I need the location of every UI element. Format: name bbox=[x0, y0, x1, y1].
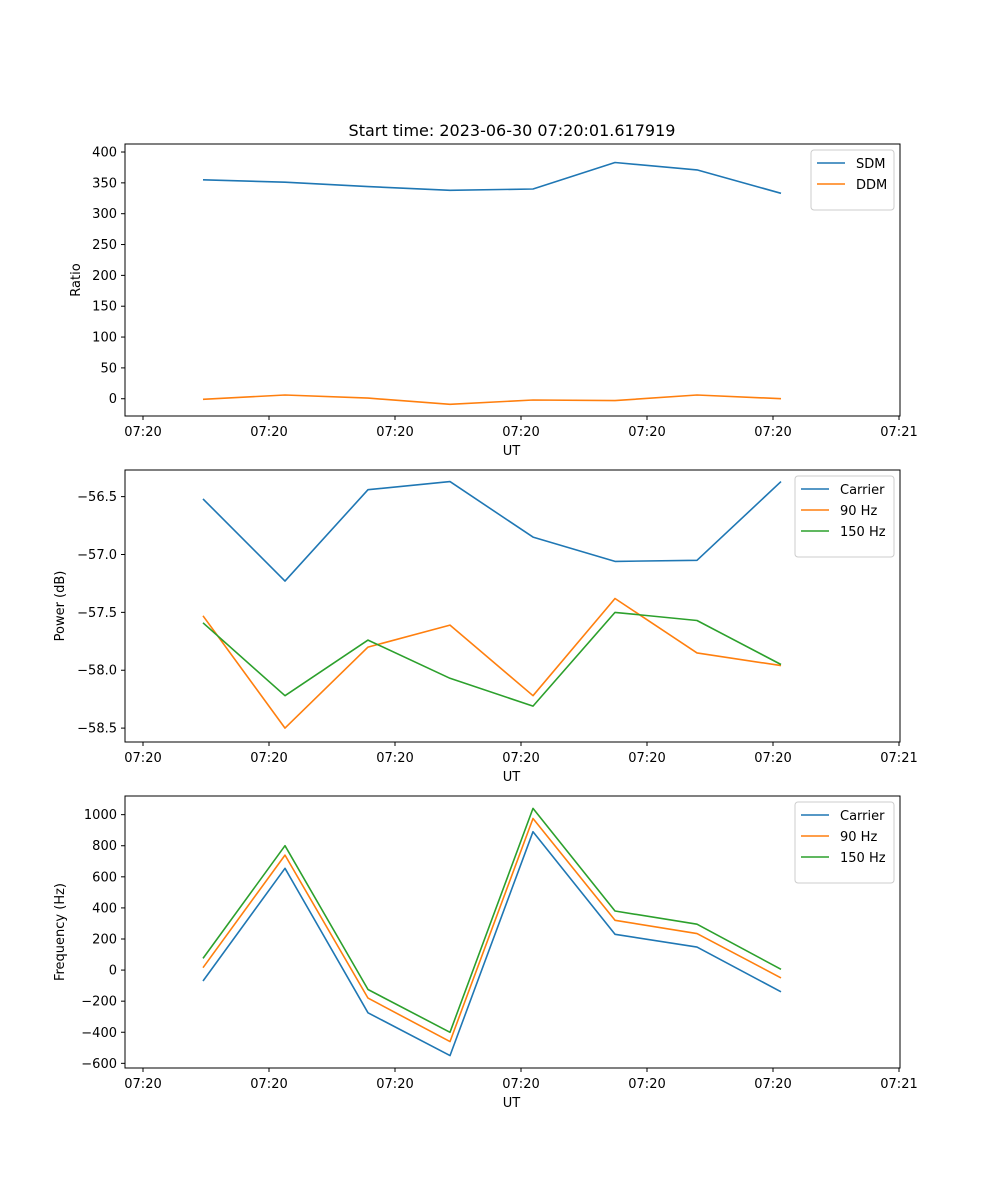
legend-box bbox=[810, 149, 895, 211]
legend-label: 90 Hz bbox=[840, 830, 877, 845]
x-tick-label: 07:20 bbox=[376, 1077, 413, 1092]
figure-title: Start time: 2023-06-30 07:20:01.617919 bbox=[349, 121, 676, 140]
legend: SDM DDM bbox=[810, 149, 895, 211]
legend: Carrier 90 Hz 150 Hz bbox=[794, 475, 895, 558]
series-line-150-hz bbox=[202, 611, 782, 707]
y-tick-label: 0 bbox=[109, 392, 117, 407]
subplot-2: −58.5 −58.0 −57.5 −57.0 −56.5 07:20 07:20 07:20… bbox=[53, 469, 918, 785]
x-tick-label: 07:20 bbox=[250, 751, 287, 766]
y-tick-label: 100 bbox=[92, 331, 117, 346]
x-tick-label: 07:20 bbox=[754, 425, 791, 440]
x-axis-label: UT bbox=[503, 770, 521, 785]
y-tick-label: 150 bbox=[92, 300, 117, 315]
x-axis-label: UT bbox=[503, 1096, 521, 1111]
x-tick-label: 07:21 bbox=[880, 751, 917, 766]
x-tick-label: 07:20 bbox=[376, 425, 413, 440]
y-tick-label: −57.5 bbox=[77, 606, 117, 621]
x-tick-label: 07:20 bbox=[124, 1077, 161, 1092]
x-tick-label: 07:20 bbox=[628, 1077, 665, 1092]
x-tick-label: 07:20 bbox=[628, 425, 665, 440]
x-tick-label: 07:20 bbox=[628, 751, 665, 766]
axes-frame bbox=[124, 143, 901, 417]
y-tick-label: 0 bbox=[109, 964, 117, 979]
y-tick-label: 50 bbox=[100, 361, 117, 376]
y-tick-label: −57.0 bbox=[77, 548, 117, 563]
y-axis-label: Power (dB) bbox=[53, 571, 68, 642]
legend-label: 150 Hz bbox=[840, 525, 886, 540]
y-tick-label: 400 bbox=[92, 146, 117, 161]
y-tick-label: 400 bbox=[92, 901, 117, 916]
y-tick-label: 200 bbox=[92, 269, 117, 284]
legend-label: DDM bbox=[856, 178, 887, 193]
series-line-150-hz bbox=[202, 807, 782, 1034]
legend-box bbox=[794, 801, 895, 884]
y-axis-label: Frequency (Hz) bbox=[53, 883, 68, 981]
y-tick-label: 250 bbox=[92, 238, 117, 253]
x-tick-label: 07:21 bbox=[880, 1077, 917, 1092]
axes-frame bbox=[124, 469, 901, 743]
legend-box bbox=[794, 475, 895, 558]
x-tick-label: 07:20 bbox=[124, 751, 161, 766]
legend-label: 90 Hz bbox=[840, 504, 877, 519]
y-tick-label: −56.5 bbox=[77, 490, 117, 505]
y-tick-label: 1000 bbox=[84, 808, 117, 823]
y-tick-label: −58.5 bbox=[77, 722, 117, 737]
y-tick-label: 350 bbox=[92, 176, 117, 191]
x-tick-label: 07:20 bbox=[502, 1077, 539, 1092]
series-line-90-hz bbox=[202, 817, 782, 1043]
y-tick-label: 200 bbox=[92, 932, 117, 947]
legend-label: Carrier bbox=[840, 483, 885, 498]
series-line-90-hz bbox=[202, 597, 782, 729]
y-tick-label: −400 bbox=[81, 1026, 117, 1041]
x-axis-label: UT bbox=[503, 444, 521, 459]
x-tick-label: 07:20 bbox=[754, 1077, 791, 1092]
x-tick-label: 07:20 bbox=[754, 751, 791, 766]
y-tick-label: 600 bbox=[92, 870, 117, 885]
x-tick-label: 07:21 bbox=[880, 425, 917, 440]
x-tick-label: 07:20 bbox=[376, 751, 413, 766]
series-line-carrier bbox=[202, 830, 782, 1057]
y-tick-label: 300 bbox=[92, 207, 117, 222]
y-tick-label: −58.0 bbox=[77, 664, 117, 679]
x-tick-label: 07:20 bbox=[502, 751, 539, 766]
x-tick-label: 07:20 bbox=[124, 425, 161, 440]
series-line-sdm bbox=[202, 161, 782, 195]
x-tick-label: 07:20 bbox=[250, 425, 287, 440]
legend-label: Carrier bbox=[840, 809, 885, 824]
series-line-ddm bbox=[202, 394, 782, 406]
legend: Carrier 90 Hz 150 Hz bbox=[794, 801, 895, 884]
x-tick-label: 07:20 bbox=[502, 425, 539, 440]
y-tick-label: 800 bbox=[92, 839, 117, 854]
legend-label: 150 Hz bbox=[840, 851, 886, 866]
subplot-3: −600 −400 −200 0 200 400 600 800 1000 07:20 07:20 0… bbox=[53, 795, 918, 1111]
x-tick-label: 07:20 bbox=[250, 1077, 287, 1092]
series-line-carrier bbox=[202, 480, 782, 582]
y-tick-label: −200 bbox=[81, 995, 117, 1010]
axes-frame bbox=[124, 795, 901, 1069]
y-axis-label: Ratio bbox=[69, 263, 84, 296]
legend-label: SDM bbox=[856, 157, 885, 172]
subplot-1: 0 50 100 150 200 250 300 350 400 07:20 07:20 07:20 0… bbox=[69, 143, 918, 459]
y-tick-label: −600 bbox=[81, 1057, 117, 1072]
